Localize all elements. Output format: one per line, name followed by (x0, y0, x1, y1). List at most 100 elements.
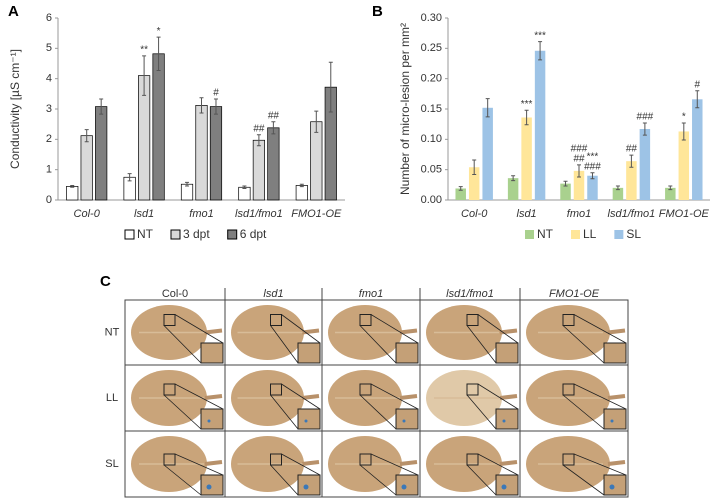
error-bar (458, 186, 463, 191)
zoom-inset (395, 342, 419, 364)
y-tick-label: 0.15 (421, 103, 442, 115)
zoom-inset (200, 342, 224, 364)
zoom-box (359, 314, 372, 326)
legend-label: 6 dpt (240, 227, 267, 241)
zoom-line (163, 383, 224, 430)
significance-mark: # (694, 79, 700, 90)
leaf-stem (499, 460, 518, 466)
legend-label: LL (583, 227, 597, 241)
significance-mark: *** (521, 99, 533, 110)
bar (692, 99, 703, 200)
legend-swatch (227, 229, 238, 240)
zoom-line (270, 314, 321, 364)
significance-mark: ## (268, 110, 280, 121)
column-header: fmo1 (359, 288, 383, 300)
y-tick-label: 5 (46, 42, 52, 54)
legend-label: 3 dpt (183, 227, 210, 241)
lesion (402, 419, 406, 423)
error-bar (314, 110, 319, 133)
y-tick-label: 0.00 (421, 194, 442, 206)
error-bar (577, 164, 581, 178)
error-bar (485, 98, 490, 118)
significance-mark: # (213, 88, 219, 99)
bar (295, 185, 308, 201)
error-bar (472, 159, 477, 176)
error-bar (615, 185, 620, 191)
error-bar (668, 185, 673, 191)
bar (66, 186, 79, 201)
bar (678, 131, 690, 200)
error-bar (681, 122, 686, 141)
zoom-box (163, 453, 176, 466)
row-header: NT (105, 326, 120, 338)
x-tick-label: fmo1 (189, 208, 213, 220)
bar (612, 187, 624, 200)
bar (534, 50, 546, 201)
significance-mark: ## (573, 153, 585, 164)
error-bar (695, 90, 700, 109)
zoom-line (466, 383, 519, 430)
zoom-inset (297, 474, 321, 496)
y-tick-label: 0.30 (421, 12, 442, 24)
bar (267, 127, 280, 201)
zoom-box (270, 383, 282, 396)
error-bar (642, 122, 647, 136)
zoom-line (466, 453, 519, 496)
legend-label: NT (537, 227, 554, 241)
zoom-inset (200, 474, 224, 496)
bar (80, 135, 93, 201)
column-header: lsd1 (263, 288, 283, 300)
lesion (207, 419, 211, 423)
bar (180, 183, 194, 201)
leaf-stem (399, 460, 418, 466)
zoom-inset (603, 342, 627, 364)
y-axis-label: Number of micro-lesion per mm² (398, 23, 412, 195)
zoom-inset (297, 342, 321, 364)
leaf-stem (499, 394, 518, 400)
bar (238, 186, 251, 201)
zoom-box (562, 453, 575, 466)
zoom-inset (495, 408, 519, 430)
leaf-stem (607, 328, 626, 335)
bar (587, 175, 598, 200)
y-tick-label: 0.10 (421, 133, 442, 145)
bar (310, 121, 323, 201)
legend-swatch (525, 230, 534, 239)
zoom-box (562, 314, 575, 326)
zoom-box (466, 453, 479, 466)
zoom-box (359, 383, 372, 396)
error-bar (590, 172, 595, 180)
zoom-line (359, 383, 419, 430)
error-bar (538, 41, 543, 61)
zoom-box (270, 314, 282, 326)
zoom-line (270, 383, 321, 430)
significance-mark: *** (534, 30, 546, 41)
zoom-line (562, 453, 627, 496)
significance-mark: ## (253, 123, 265, 134)
zoom-line (466, 314, 519, 364)
x-tick-label: FMO1-OE (659, 208, 710, 220)
bar (152, 53, 165, 201)
error-bar (328, 61, 333, 113)
legend-swatch (614, 230, 624, 239)
lesion (401, 484, 407, 490)
lesion (501, 484, 507, 490)
bar (252, 139, 265, 201)
bar (209, 106, 223, 201)
y-tick-label: 0.05 (421, 164, 442, 176)
lesion (303, 484, 309, 490)
y-tick-label: 1 (46, 164, 52, 176)
panel-label: C (100, 273, 111, 290)
leaf-stem (399, 328, 418, 335)
lesion (609, 484, 615, 490)
bar (468, 167, 480, 200)
significance-mark: ** (140, 45, 148, 56)
y-tick-label: 0.25 (421, 42, 442, 54)
zoom-box (466, 383, 479, 396)
zoom-box (466, 314, 479, 326)
zoom-inset (297, 408, 321, 430)
row-header: LL (106, 392, 118, 404)
y-axis-label: Conductivity [µS cm⁻¹] (8, 49, 22, 169)
error-bar (199, 97, 204, 114)
